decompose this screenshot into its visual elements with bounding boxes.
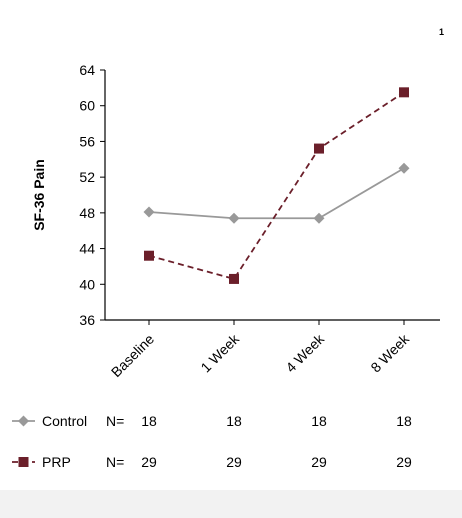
- chart-panel: [0, 0, 462, 490]
- control-n-count: 18: [226, 413, 242, 429]
- prp-data-point: [314, 143, 324, 154]
- control-legend-label: Control: [42, 413, 87, 429]
- y-tick-label: 52: [79, 169, 95, 185]
- x-tick-label: Baseline: [108, 331, 157, 380]
- y-tick-label: 64: [79, 62, 95, 78]
- x-tick-label: 1 Week: [197, 330, 242, 375]
- control-data-point: [313, 212, 325, 224]
- control-n-count: 18: [311, 413, 327, 429]
- control-n-label: N=: [106, 413, 124, 429]
- y-tick-label: 36: [79, 312, 95, 328]
- prp-data-point: [229, 273, 239, 284]
- control-n-count: 18: [141, 413, 157, 429]
- prp-n-count: 29: [396, 454, 412, 470]
- control-data-point: [143, 206, 155, 218]
- control-series-line: [148, 167, 405, 220]
- control-data-point: [398, 162, 410, 174]
- control-data-point: [228, 212, 240, 224]
- prp-n-count: 29: [311, 454, 327, 470]
- corner-mark: 1: [439, 27, 445, 37]
- prp-n-count: 29: [141, 454, 157, 470]
- x-tick-label: 4 Week: [282, 330, 327, 375]
- prp-n-count: 29: [226, 454, 242, 470]
- y-tick-label: 40: [79, 276, 95, 292]
- prp-data-point: [144, 250, 154, 261]
- prp-legend-marker: [18, 457, 29, 467]
- y-tick-label: 48: [79, 205, 95, 221]
- prp-n-label: N=: [106, 454, 124, 470]
- prp-legend-label: PRP: [42, 454, 71, 470]
- y-tick-label: 44: [79, 241, 95, 257]
- y-tick-label: 60: [79, 98, 95, 114]
- y-tick-label: 56: [79, 133, 95, 149]
- prp-series-line: [148, 91, 405, 280]
- control-legend-marker: [18, 415, 29, 427]
- x-tick-label: 8 Week: [367, 330, 412, 375]
- prp-data-point: [399, 87, 409, 98]
- y-axis-label: SF-36 Pain: [31, 159, 47, 231]
- control-n-count: 18: [396, 413, 412, 429]
